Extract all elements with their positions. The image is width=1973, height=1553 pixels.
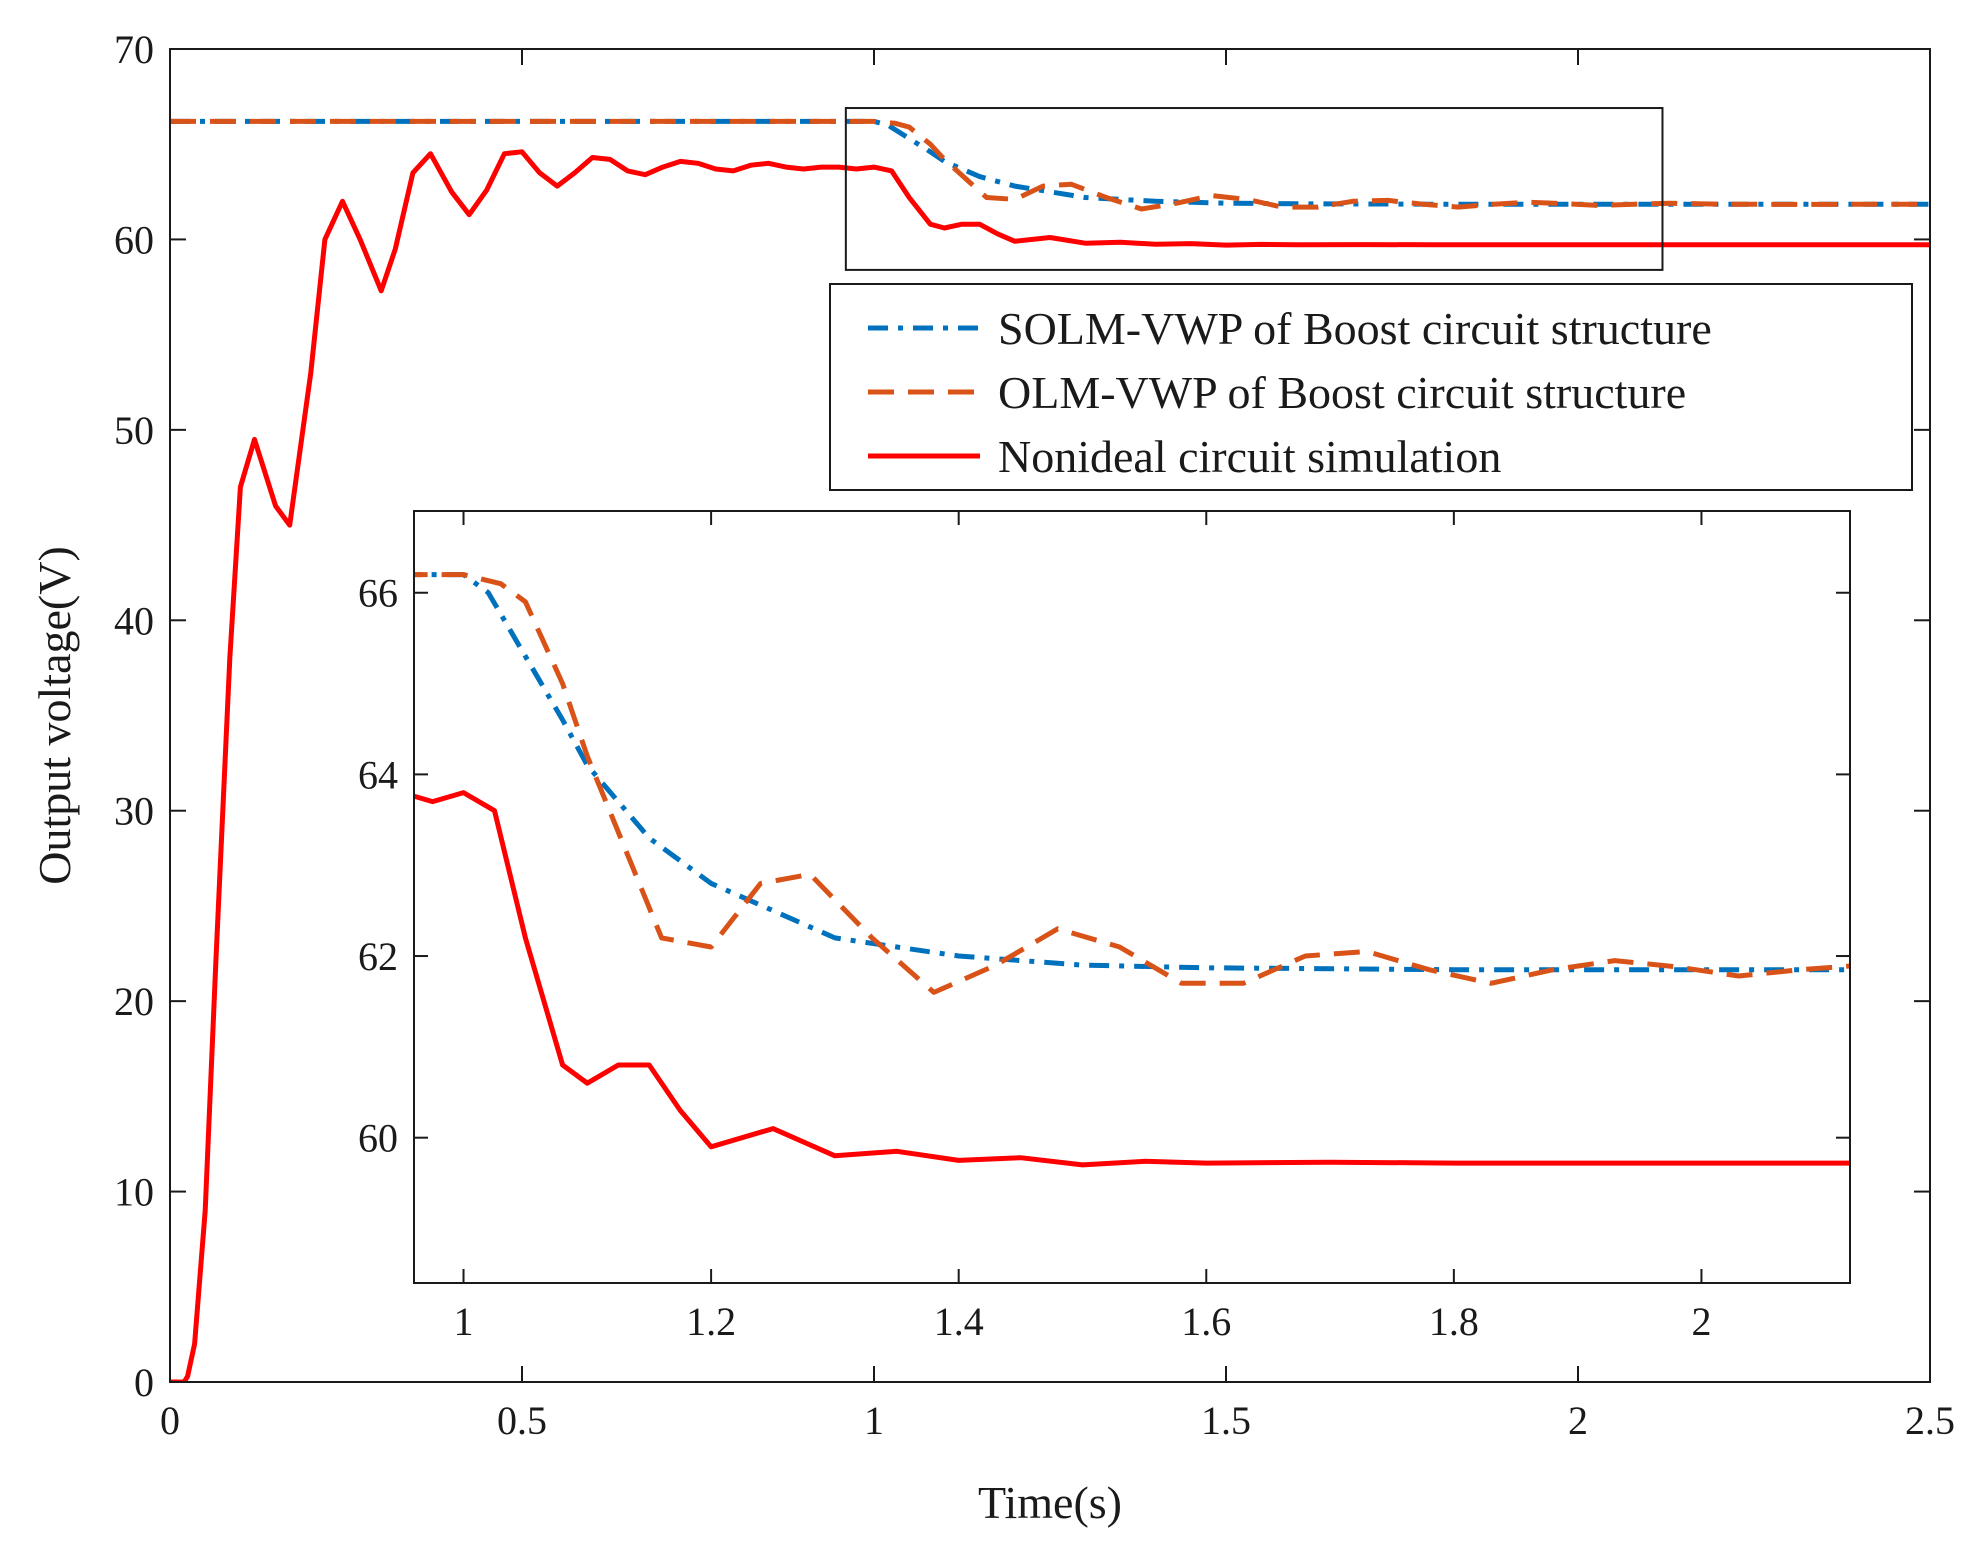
series-solm-line — [170, 118, 1930, 207]
inset-x-tick-label: 1.2 — [686, 1299, 736, 1344]
inset-series-olm-line — [414, 572, 1850, 995]
inset-x-tick-label: 2 — [1691, 1299, 1711, 1344]
x-tick-label: 0 — [160, 1398, 180, 1443]
x-tick-label: 2 — [1568, 1398, 1588, 1443]
x-tick-label: 1.5 — [1201, 1398, 1251, 1443]
inset-x-tick-label: 1.4 — [934, 1299, 984, 1344]
x-tick-label: 2.5 — [1905, 1398, 1955, 1443]
legend: SOLM-VWP of Boost circuit structure OLM-V… — [829, 283, 1913, 491]
y-tick-label: 70 — [114, 27, 154, 72]
y-tick-label: 50 — [114, 408, 154, 453]
y-tick-label: 40 — [114, 598, 154, 643]
axis-titles: Time(s) Output voltage(V) — [29, 546, 1122, 1528]
x-tick-label: 1 — [864, 1398, 884, 1443]
inset-background — [414, 511, 1850, 1283]
zoom-box-rect — [844, 107, 1664, 271]
inset-y-tick-label: 60 — [358, 1116, 398, 1161]
x-axis-title: Time(s) — [978, 1477, 1122, 1528]
inset-series-solm-line — [414, 572, 1850, 973]
zoom-region-box — [844, 107, 1664, 271]
series-nonideal-line — [170, 149, 1930, 1382]
y-tick-label: 10 — [114, 1170, 154, 1215]
inset-frame — [413, 510, 1851, 1284]
inset-x-tick-label: 1.6 — [1181, 1299, 1231, 1344]
main-plot-area: 0 0.5 1 1.5 2 2.5 0 10 20 30 40 50 60 70 — [114, 27, 1955, 1443]
main-plot-frame — [169, 48, 1931, 1383]
main-series-group — [170, 118, 1930, 1382]
inset-y-tick-label: 66 — [358, 571, 398, 616]
y-tick-label: 60 — [114, 217, 154, 262]
y-tick-label: 30 — [114, 789, 154, 834]
y-axis-title: Output voltage(V) — [29, 546, 80, 885]
y-tick-label: 20 — [114, 979, 154, 1024]
inset-plot: 1 1.2 1.4 1.6 1.8 2 60 62 64 66 — [358, 510, 1851, 1344]
x-tick-label: 0.5 — [497, 1398, 547, 1443]
legend-label-olm: OLM-VWP of Boost circuit structure — [998, 367, 1686, 418]
inset-y-tick-label: 64 — [358, 752, 398, 797]
inset-x-tick-label: 1 — [454, 1299, 474, 1344]
inset-series-nonideal-line — [414, 790, 1850, 1168]
inset-series-group — [414, 572, 1850, 1168]
inset-x-tick-label: 1.8 — [1429, 1299, 1479, 1344]
inset-y-tick-label: 62 — [358, 934, 398, 979]
legend-label-solm: SOLM-VWP of Boost circuit structure — [998, 303, 1712, 354]
legend-box — [829, 283, 1913, 491]
legend-label-nonideal: Nonideal circuit simulation — [998, 431, 1501, 482]
series-olm-line — [170, 118, 1930, 212]
y-tick-label: 0 — [134, 1360, 154, 1405]
